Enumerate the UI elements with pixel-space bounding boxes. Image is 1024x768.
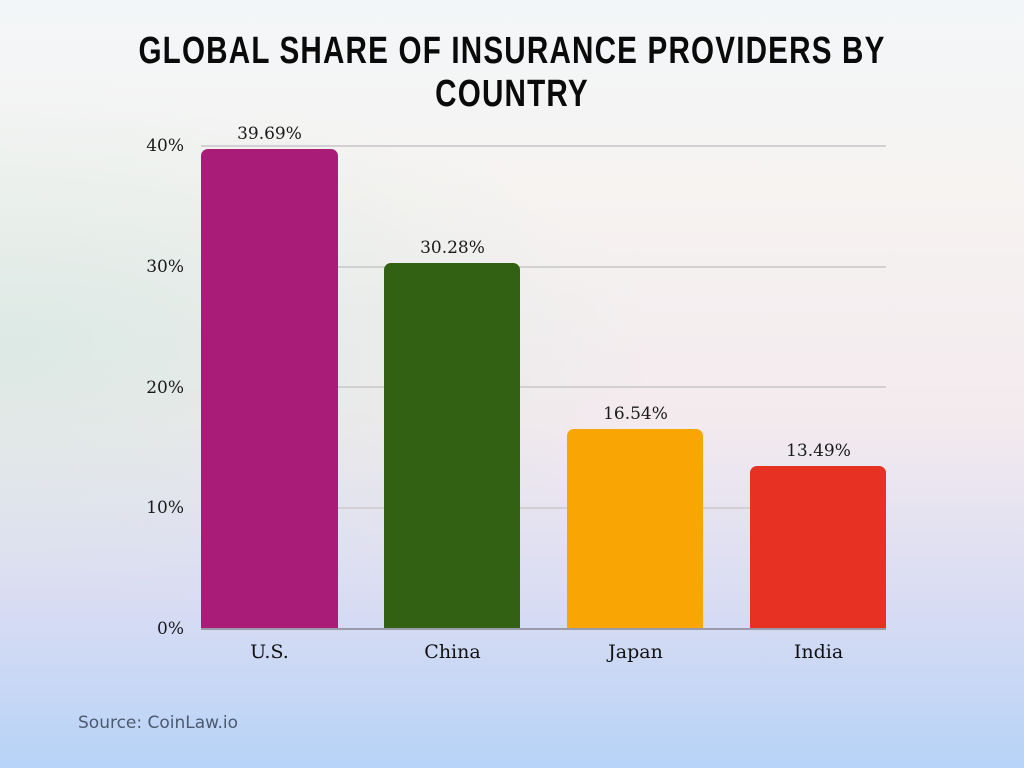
value-label-india: 13.49%	[786, 441, 851, 461]
source-note: Source: CoinLaw.io	[78, 713, 239, 733]
y-tick-20: 20%	[146, 378, 184, 398]
y-tick-0: 0%	[157, 619, 184, 639]
y-tick-30: 30%	[146, 257, 184, 277]
y-tick-40: 40%	[146, 136, 184, 156]
bar-china	[384, 263, 520, 628]
value-label-us: 39.69%	[237, 124, 302, 144]
value-label-japan: 16.54%	[603, 404, 668, 424]
x-label-us: U.S.	[250, 641, 289, 663]
gridline-20	[201, 386, 886, 388]
y-tick-10: 10%	[146, 498, 184, 518]
bar-india	[750, 466, 886, 628]
gridline-30	[201, 266, 886, 268]
gridline-10	[201, 507, 886, 509]
value-label-china: 30.28%	[420, 238, 485, 258]
x-axis-baseline	[201, 628, 886, 630]
gridline-40	[201, 145, 886, 147]
chart-title: Global Share of Insurance Providers by C…	[138, 30, 886, 115]
bar-us	[201, 149, 338, 628]
x-label-india: India	[793, 641, 844, 663]
bar-japan	[567, 429, 703, 628]
x-label-china: China	[424, 641, 481, 663]
x-label-japan: Japan	[608, 641, 663, 663]
